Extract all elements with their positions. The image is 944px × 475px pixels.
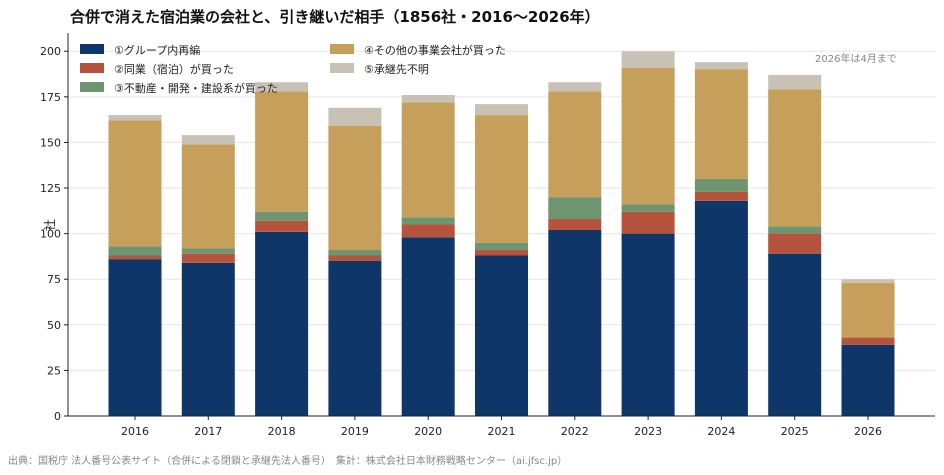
- bar-segment-2022-s4: [548, 91, 602, 198]
- bar-segment-2023-s5: [621, 51, 675, 68]
- bar-segment-2018-s4: [255, 91, 309, 212]
- legend-swatch: [80, 82, 104, 92]
- bar-segment-2016-s5: [108, 115, 162, 121]
- bar-segment-2022-s2: [548, 219, 602, 230]
- chart-title: 合併で消えた宿泊業の会社と、引き継いだ相手（1856社・2016〜2026年）: [70, 8, 600, 26]
- y-tick-label: 125: [40, 182, 61, 195]
- y-tick-label: 75: [47, 273, 61, 286]
- bars: [108, 51, 895, 416]
- bar-segment-2025-s3: [768, 226, 822, 234]
- bar-segment-2023-s2: [621, 211, 675, 234]
- legend-swatch: [330, 63, 354, 73]
- x-tick-label: 2017: [194, 425, 222, 438]
- bar-segment-2019-s4: [328, 126, 382, 251]
- bar-segment-2017-s1: [181, 262, 235, 416]
- legend-swatch: [330, 44, 354, 54]
- x-tick-label: 2022: [561, 425, 589, 438]
- legend-label: ⑤承継先不明: [364, 62, 429, 76]
- legend-label: ④その他の事業会社が買った: [364, 43, 506, 57]
- bar-segment-2024-s2: [694, 191, 748, 201]
- y-tick-label: 175: [40, 91, 61, 104]
- bar-segment-2017-s4: [181, 144, 235, 249]
- bar-segment-2020-s4: [401, 102, 455, 218]
- bar-segment-2016-s2: [108, 255, 162, 260]
- chart-annotation: 2026年は4月まで: [815, 54, 897, 65]
- bar-segment-2023-s4: [621, 67, 675, 205]
- bar-segment-2021-s2: [475, 250, 528, 256]
- x-tick-label: 2024: [707, 425, 735, 438]
- bar-segment-2019-s5: [328, 107, 382, 127]
- x-tick-label: 2025: [781, 425, 809, 438]
- bar-segment-2025-s5: [768, 74, 822, 90]
- bar-segment-2024-s1: [694, 200, 748, 416]
- legend: ①グループ内再編 ②同業（宿泊）が買った ③不動産・開発・建設系が買った ④その他の事…: [80, 43, 506, 95]
- bar-segment-2018-s2: [255, 220, 309, 232]
- bar-segment-2021-s3: [475, 242, 528, 251]
- bar-segment-2026-s1: [841, 344, 895, 416]
- bar-segment-2020-s1: [401, 237, 455, 416]
- bar-segment-2019-s2: [328, 255, 382, 261]
- bar-segment-2018-s3: [255, 211, 309, 221]
- bar-segment-2016-s1: [108, 259, 162, 416]
- x-tick-label: 2026: [854, 425, 882, 438]
- x-tick-label: 2018: [268, 425, 296, 438]
- bar-segment-2017-s2: [181, 253, 235, 263]
- bar-segment-2021-s5: [475, 104, 528, 116]
- bar-segment-2026-s4: [841, 282, 895, 338]
- y-tick-label: 150: [40, 136, 61, 149]
- bar-segment-2016-s4: [108, 120, 162, 247]
- legend-swatch: [80, 44, 104, 54]
- bar-segment-2019-s3: [328, 250, 382, 256]
- bar-segment-2017-s5: [181, 135, 235, 145]
- legend-label: ②同業（宿泊）が買った: [114, 62, 234, 76]
- legend-label: ③不動産・開発・建設系が買った: [114, 81, 278, 95]
- bar-segment-2026-s5: [841, 279, 895, 283]
- x-tick-label: 2020: [414, 425, 442, 438]
- bar-segment-2025-s2: [768, 233, 822, 254]
- bar-segment-2018-s1: [255, 231, 309, 416]
- x-tick-label: 2019: [341, 425, 369, 438]
- bar-segment-2021-s4: [475, 115, 528, 243]
- legend-label: ①グループ内再編: [114, 43, 200, 57]
- bar-segment-2020-s2: [401, 224, 455, 238]
- y-tick-label: 25: [47, 364, 61, 377]
- bar-segment-2020-s3: [401, 217, 455, 225]
- bar-segment-2024-s3: [694, 178, 748, 192]
- bar-segment-2021-s1: [475, 255, 528, 416]
- bar-segment-2023-s1: [621, 233, 675, 416]
- bar-segment-2022-s5: [548, 82, 602, 92]
- bar-segment-2019-s1: [328, 260, 382, 416]
- bar-segment-2025-s1: [768, 253, 822, 416]
- bar-segment-2017-s3: [181, 248, 235, 254]
- axes: 0 25 50 75 100 125 150 175 200 2016 2017 2018 2019 20…: [40, 33, 935, 438]
- bar-segment-2022-s1: [548, 229, 602, 416]
- legend-swatch: [80, 63, 104, 73]
- bar-segment-2025-s4: [768, 89, 822, 227]
- y-tick-label: 100: [40, 228, 61, 241]
- y-tick-label: 200: [40, 45, 61, 58]
- source-note: 出典：国税庁 法人番号公表サイト（合併による閉鎖と承継先法人番号） 集計：株式会…: [8, 456, 568, 467]
- bar-segment-2018-s5: [255, 82, 309, 92]
- y-tick-label: 0: [54, 410, 61, 423]
- bar-segment-2023-s3: [621, 204, 675, 212]
- bar-segment-2016-s3: [108, 246, 162, 256]
- x-tick-label: 2016: [121, 425, 149, 438]
- y-tick-label: 50: [47, 319, 61, 332]
- bar-segment-2024-s5: [694, 62, 748, 70]
- y-axis-title: 社: [42, 219, 57, 231]
- bar-segment-2024-s4: [694, 69, 748, 179]
- bar-segment-2026-s2: [841, 337, 895, 345]
- bar-segment-2022-s3: [548, 197, 602, 220]
- x-tick-label: 2021: [488, 425, 516, 438]
- x-tick-label: 2023: [634, 425, 662, 438]
- bar-segment-2020-s5: [401, 95, 455, 103]
